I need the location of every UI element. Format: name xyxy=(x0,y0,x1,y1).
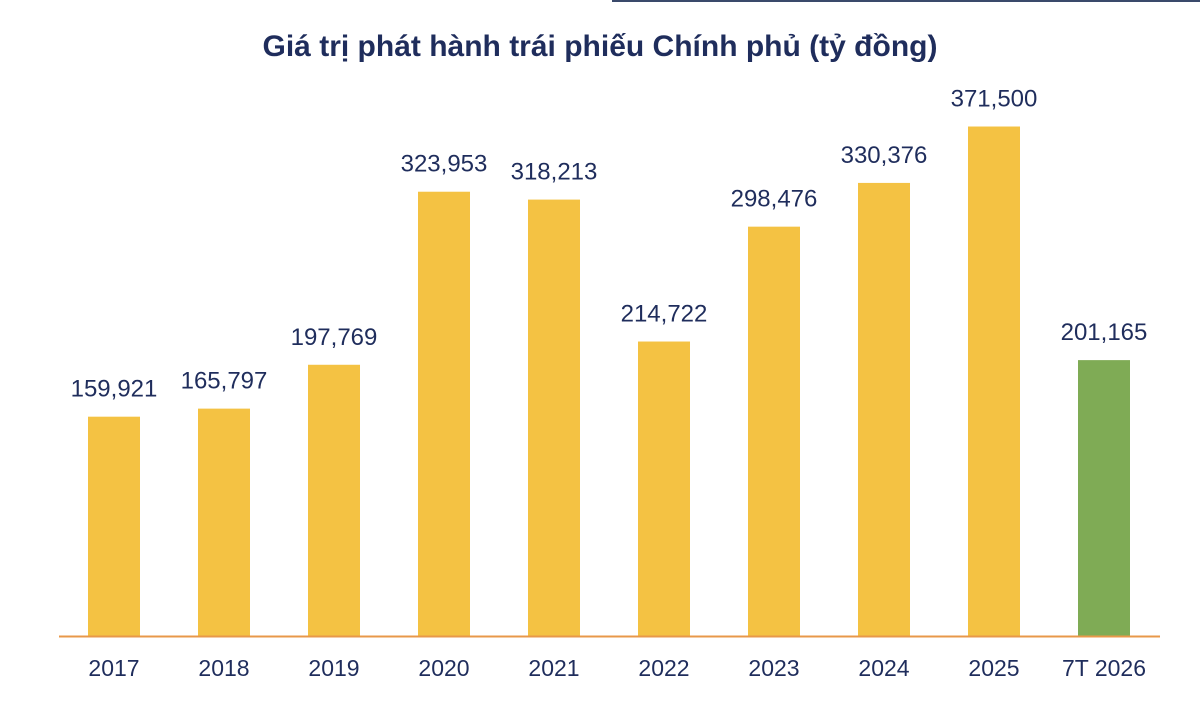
bar-2025 xyxy=(968,126,1020,636)
value-label: 298,476 xyxy=(731,186,818,213)
bar-2020 xyxy=(418,191,470,636)
category-label: 2024 xyxy=(858,655,909,681)
category-label: 2023 xyxy=(748,655,799,681)
category-label: 2025 xyxy=(968,655,1019,681)
bar-2017 xyxy=(88,416,140,636)
bar-2021 xyxy=(528,199,580,636)
bar-2022 xyxy=(638,341,690,636)
value-label: 197,769 xyxy=(291,324,378,351)
value-label: 330,376 xyxy=(841,142,928,169)
chart-title: Giá trị phát hành trái phiếu Chính phủ (… xyxy=(262,30,938,63)
category-label: 2022 xyxy=(638,655,689,681)
category-label: 2019 xyxy=(308,655,359,681)
value-label: 159,921 xyxy=(71,376,158,403)
bar-2018 xyxy=(198,408,250,636)
value-label: 214,722 xyxy=(621,301,708,328)
bar-7t-2026 xyxy=(1078,360,1130,636)
value-label: 165,797 xyxy=(181,368,268,395)
bar-2024 xyxy=(858,182,910,637)
value-label: 201,165 xyxy=(1061,319,1148,346)
value-label: 323,953 xyxy=(401,151,488,178)
bar-2019 xyxy=(308,364,360,636)
category-label: 2020 xyxy=(418,655,469,681)
bar-2023 xyxy=(748,226,800,636)
category-label: 7T 2026 xyxy=(1062,655,1146,681)
category-label: 2018 xyxy=(198,655,249,681)
value-label: 318,213 xyxy=(511,159,598,186)
top-rule xyxy=(612,0,1200,2)
value-label: 371,500 xyxy=(951,86,1038,113)
category-label: 2021 xyxy=(528,655,579,681)
category-label: 2017 xyxy=(88,655,139,681)
